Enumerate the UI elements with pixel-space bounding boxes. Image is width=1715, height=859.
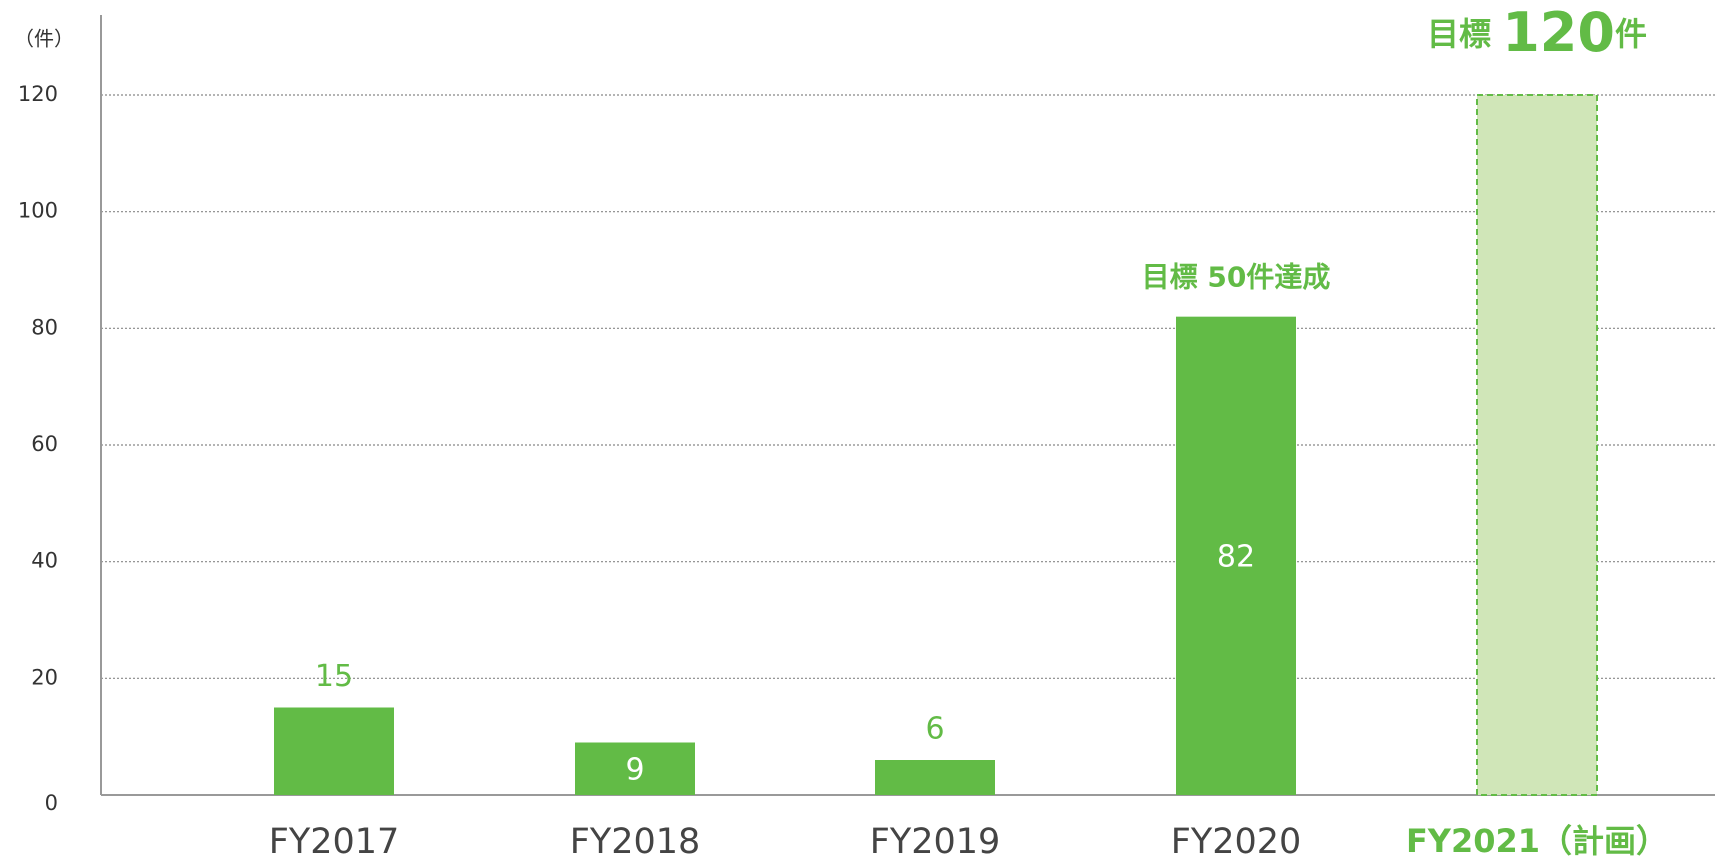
y-tick-label: 120 [18,82,58,106]
data-label: 82 [1217,539,1255,574]
x-tick-label: FY2021（計画） [1406,822,1668,859]
annotation-part: 件 [1615,15,1647,53]
bar [575,742,695,795]
y-tick-label: 20 [31,665,58,689]
bar [875,760,995,795]
data-label: 9 [625,752,644,787]
annotation: 目標 50件達成 [1142,261,1331,294]
data-label: 15 [315,659,353,694]
annotation-part: 目標 [1427,15,1502,53]
annotation: 目標 120件 [1427,1,1647,64]
x-tick-label: FY2019 [870,822,1001,859]
y-tick-label: 60 [31,432,58,456]
annotation-part: 目標 50件達成 [1142,261,1331,294]
x-tick-label: FY2017 [269,822,400,859]
y-tick-label: 100 [18,199,58,223]
y-unit: （件） [14,27,74,51]
bar [1176,316,1296,795]
annotation-part: 120 [1502,1,1615,64]
x-tick-label: FY2020 [1171,822,1302,859]
data-label: 6 [925,712,944,747]
y-tick-label: 40 [31,549,58,573]
y-tick-label: 80 [31,315,58,339]
bar [274,707,394,795]
bar [1476,94,1598,796]
x-tick-label: FY2018 [570,822,701,859]
y-tick-label: 0 [45,791,58,815]
